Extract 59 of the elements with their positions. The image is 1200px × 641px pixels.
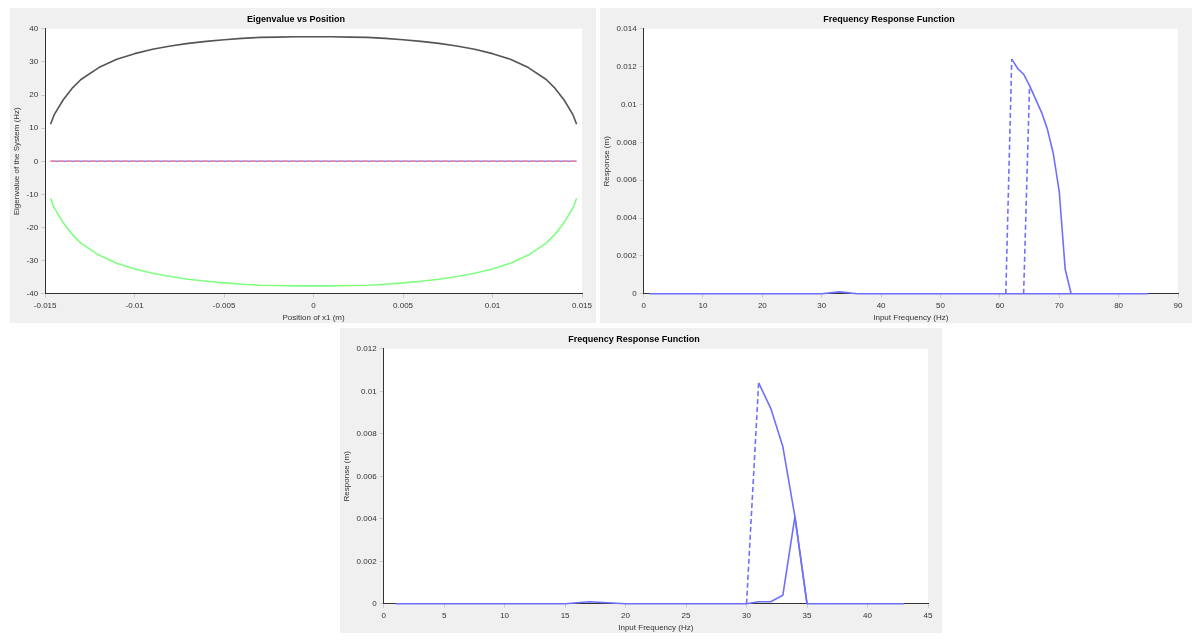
y-tick-label: 0.002 [616,251,638,261]
y-axis-title: Response (m) [602,135,611,187]
x-tick-label: -0.005 [212,300,236,310]
y-tick-label: -10 [26,189,39,199]
y-tick-label: 0.01 [621,99,638,109]
x-tick-label: -0.01 [125,300,145,310]
x-tick-label: 70 [1054,300,1065,310]
y-tick-label: 20 [29,90,39,100]
y-tick-label: 0.004 [356,514,378,523]
x-tick-label: 5 [441,610,447,620]
y-tick-label: -30 [26,255,39,265]
x-tick-label: 10 [698,300,708,310]
y-axis-title: Response (m) [342,450,351,502]
x-axis-title: Position of x1 (m) [282,313,346,323]
x-tick-label: 0.015 [571,300,593,310]
x-axis-title: Input Frequency (Hz) [618,623,694,633]
x-tick-label: 90 [1173,300,1183,310]
x-tick-label: 0 [381,610,387,620]
y-tick-label: 30 [29,57,39,67]
y-tick-label: 0.01 [361,386,378,396]
y-tick-label: 0.008 [356,429,378,438]
y-tick-label: 0.002 [356,556,378,566]
y-tick-label: -20 [26,222,39,232]
y-axis-title: Eigenvalue of the System (Hz) [12,106,21,216]
y-tick-label: 0 [632,289,638,298]
x-tick-label: 0 [311,300,317,310]
x-tick-label: 0 [641,300,647,310]
x-tick-label: 0.005 [393,300,414,310]
y-tick-label: 0.006 [616,175,638,185]
y-tick-label: 10 [29,123,39,133]
x-tick-label: 40 [863,610,873,620]
y-tick-label: 0 [33,156,39,166]
y-tick-label: 0.008 [616,137,638,147]
chart-title: Eigenvalue vs Position [246,13,346,24]
x-tick-label: 15 [560,610,571,620]
y-tick-label: 0.004 [616,213,638,223]
x-tick-label: 0.01 [484,300,501,310]
x-tick-label: -0.015 [33,300,58,310]
x-tick-label: 35 [802,610,813,620]
x-tick-label: 80 [1114,300,1124,310]
x-tick-label: 45 [923,610,933,620]
y-tick-label: -40 [26,289,39,298]
y-tick-label: 40 [29,24,39,33]
y-tick-label: 0.006 [356,471,378,481]
y-tick-label: 0.012 [616,61,638,71]
y-tick-label: 0.012 [356,344,378,353]
x-tick-label: 50 [936,300,946,310]
y-tick-label: 0 [372,599,378,608]
x-tick-label: 60 [995,300,1005,310]
x-tick-label: 30 [817,300,827,310]
chart-title: Frequency Response Function [568,333,700,344]
chart-title: Frequency Response Function [823,13,955,24]
x-tick-label: 25 [681,610,692,620]
y-tick-label: 0.014 [616,24,638,33]
x-tick-label: 20 [757,300,768,310]
x-tick-label: 40 [876,300,887,310]
x-tick-label: 30 [742,610,752,620]
x-axis-title: Input Frequency (Hz) [873,313,949,323]
x-tick-label: 10 [500,610,510,620]
